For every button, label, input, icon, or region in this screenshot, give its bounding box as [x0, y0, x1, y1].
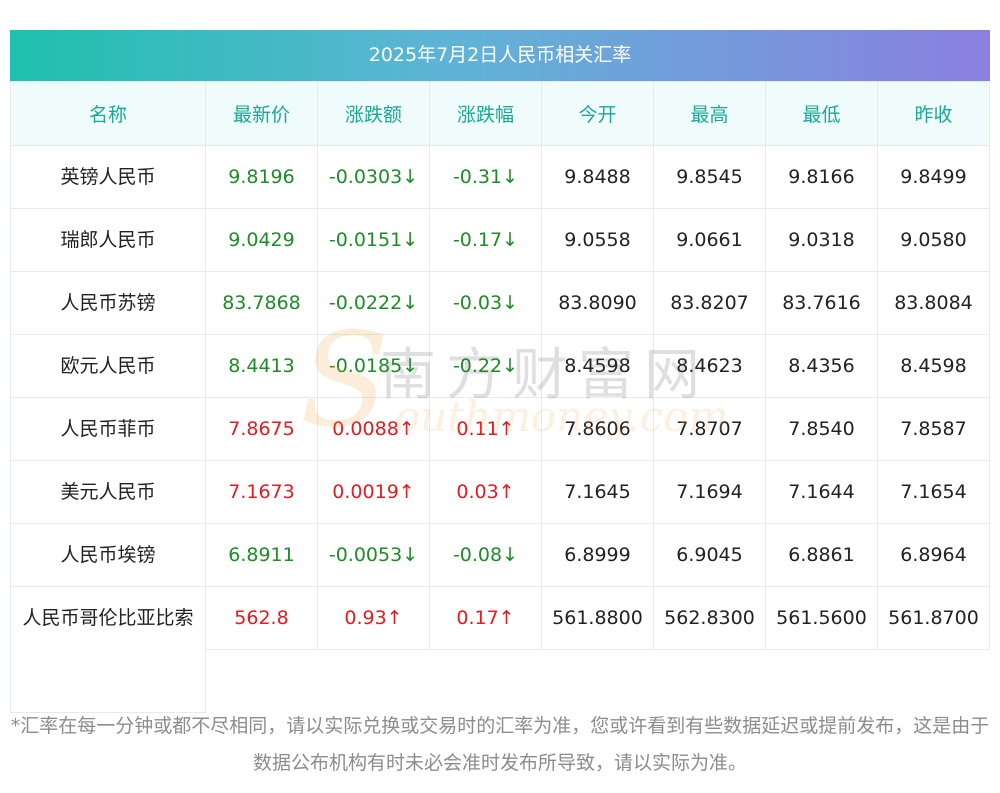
- currency-pair-name: 人民币苏镑: [10, 271, 206, 335]
- currency-pair-name: 欧元人民币: [10, 334, 206, 398]
- currency-pair-name: 人民币埃镑: [10, 523, 206, 587]
- low-cell: 561.5600: [765, 586, 878, 650]
- open-cell: 6.8999: [541, 523, 654, 587]
- change-cell: 0.0088↑: [317, 397, 430, 461]
- change-pct-cell: 0.11↑: [429, 397, 542, 461]
- high-cell: 9.0661: [653, 208, 766, 272]
- low-cell: 8.4356: [765, 334, 878, 398]
- currency-pair-name: 英镑人民币: [10, 145, 206, 209]
- high-cell: 9.8545: [653, 145, 766, 209]
- latest-cell: 6.8911: [205, 523, 318, 587]
- header-prev-close: 昨收: [877, 81, 990, 146]
- table-body: 英镑人民币 9.8196 -0.0303↓ -0.31↓ 9.8488 9.8545 9.8…: [10, 145, 990, 713]
- empty-cell: [205, 649, 990, 712]
- high-cell: 8.4623: [653, 334, 766, 398]
- open-cell: 9.0558: [541, 208, 654, 272]
- high-cell: 7.8707: [653, 397, 766, 461]
- change-cell: -0.0222↓: [317, 271, 430, 335]
- currency-pair-name: 人民币哥伦比亚比索: [10, 586, 206, 713]
- currency-pair-name: 瑞郎人民币: [10, 208, 206, 272]
- prev-close-cell: 83.8084: [877, 271, 990, 335]
- table-title: 2025年7月2日人民币相关汇率: [10, 30, 990, 81]
- table-row: 瑞郎人民币 9.0429 -0.0151↓ -0.17↓ 9.0558 9.0661 9.0…: [10, 208, 990, 272]
- table-row-continuation: [11, 649, 990, 712]
- open-cell: 9.8488: [541, 145, 654, 209]
- low-cell: 9.0318: [765, 208, 878, 272]
- table-row: 人民币苏镑 83.7868 -0.0222↓ -0.03↓ 83.8090 83.8207…: [10, 271, 990, 335]
- header-open: 今开: [541, 81, 654, 146]
- change-cell: -0.0303↓: [317, 145, 430, 209]
- table-row: 英镑人民币 9.8196 -0.0303↓ -0.31↓ 9.8488 9.8545 9.8…: [10, 145, 990, 209]
- change-pct-cell: -0.17↓: [429, 208, 542, 272]
- open-cell: 8.4598: [541, 334, 654, 398]
- high-cell: 6.9045: [653, 523, 766, 587]
- low-cell: 7.8540: [765, 397, 878, 461]
- change-cell: -0.0151↓: [317, 208, 430, 272]
- header-latest: 最新价: [205, 81, 318, 146]
- table-row: 人民币菲币 7.8675 0.0088↑ 0.11↑ 7.8606 7.8707 7.854…: [10, 397, 990, 461]
- low-cell: 83.7616: [765, 271, 878, 335]
- prev-close-cell: 6.8964: [877, 523, 990, 587]
- exchange-rate-table: 名称 最新价 涨跌额 涨跌幅 今开 最高 最低 昨收 英镑人民币 9.8196 -0…: [10, 81, 990, 713]
- prev-close-cell: 9.8499: [877, 145, 990, 209]
- currency-pair-name: 人民币菲币: [10, 397, 206, 461]
- open-cell: 561.8800: [541, 586, 654, 650]
- prev-close-cell: 561.8700: [877, 586, 990, 650]
- latest-cell: 9.0429: [205, 208, 318, 272]
- header-high: 最高: [653, 81, 766, 146]
- latest-cell: 83.7868: [205, 271, 318, 335]
- table-row: 人民币埃镑 6.8911 -0.0053↓ -0.08↓ 6.8999 6.9045 6.8…: [10, 523, 990, 587]
- table-row: 美元人民币 7.1673 0.0019↑ 0.03↑ 7.1645 7.1694 7.164…: [10, 460, 990, 524]
- header-change: 涨跌额: [317, 81, 430, 146]
- change-pct-cell: 0.03↑: [429, 460, 542, 524]
- low-cell: 7.1644: [765, 460, 878, 524]
- rate-table-container: 2025年7月2日人民币相关汇率 名称 最新价 涨跌额 涨跌幅 今开 最高 最低…: [10, 30, 990, 713]
- latest-cell: 8.4413: [205, 334, 318, 398]
- change-pct-cell: -0.22↓: [429, 334, 542, 398]
- disclaimer-note: *汇率在每一分钟或都不尽相同，请以实际兑换或交易时的汇率为准，您或许看到有些数据…: [10, 715, 990, 774]
- currency-pair-name: 美元人民币: [10, 460, 206, 524]
- table-header-row: 名称 最新价 涨跌额 涨跌幅 今开 最高 最低 昨收: [10, 81, 990, 146]
- open-cell: 7.8606: [541, 397, 654, 461]
- high-cell: 83.8207: [653, 271, 766, 335]
- change-pct-cell: -0.31↓: [429, 145, 542, 209]
- change-cell: -0.0185↓: [317, 334, 430, 398]
- latest-cell: 7.1673: [205, 460, 318, 524]
- change-cell: -0.0053↓: [317, 523, 430, 587]
- latest-cell: 562.8: [205, 586, 318, 650]
- header-change-pct: 涨跌幅: [429, 81, 542, 146]
- prev-close-cell: 9.0580: [877, 208, 990, 272]
- open-cell: 83.8090: [541, 271, 654, 335]
- header-name: 名称: [10, 81, 206, 146]
- change-pct-cell: 0.17↑: [429, 586, 542, 650]
- change-pct-cell: -0.03↓: [429, 271, 542, 335]
- low-cell: 9.8166: [765, 145, 878, 209]
- high-cell: 562.8300: [653, 586, 766, 650]
- change-cell: 0.0019↑: [317, 460, 430, 524]
- prev-close-cell: 7.1654: [877, 460, 990, 524]
- prev-close-cell: 7.8587: [877, 397, 990, 461]
- low-cell: 6.8861: [765, 523, 878, 587]
- change-cell: 0.93↑: [317, 586, 430, 650]
- prev-close-cell: 8.4598: [877, 334, 990, 398]
- open-cell: 7.1645: [541, 460, 654, 524]
- latest-cell: 7.8675: [205, 397, 318, 461]
- table-row: 人民币哥伦比亚比索 562.8 0.93↑ 0.17↑ 561.8800 562.8300…: [10, 586, 990, 713]
- header-low: 最低: [765, 81, 878, 146]
- table-row: 欧元人民币 8.4413 -0.0185↓ -0.22↓ 8.4598 8.4623 8.4…: [10, 334, 990, 398]
- high-cell: 7.1694: [653, 460, 766, 524]
- latest-cell: 9.8196: [205, 145, 318, 209]
- change-pct-cell: -0.08↓: [429, 523, 542, 587]
